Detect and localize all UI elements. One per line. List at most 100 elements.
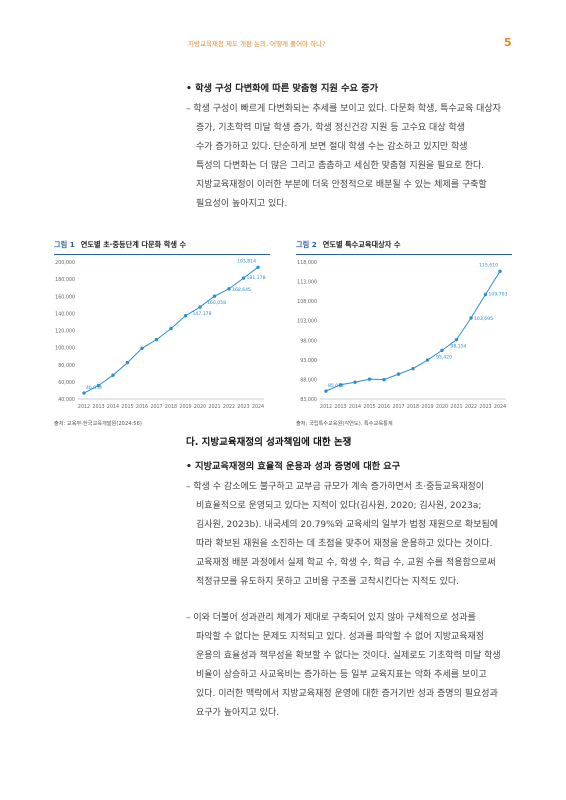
figure-1-title-text: 연도별 초·중등단계 다문화 학생 수: [80, 240, 187, 249]
text-line: 따라 확보된 재원을 소진하는 데 초점을 맞추어 재정을 운용하고 있다는 것…: [196, 539, 493, 549]
data-point: [353, 380, 357, 384]
x-tick-label: 2014: [107, 404, 119, 410]
section2-paragraph-1: – 학생 수 감소에도 불구하고 교부금 규모가 계속 증가하면서 초·중등교육…: [186, 478, 508, 592]
data-point: [154, 337, 159, 342]
x-tick-label: 2022: [223, 404, 235, 410]
section1-bullet: • 학생 구성 다변화에 따른 맞춤형 지원 수요 증가: [186, 83, 379, 94]
figure-2-title: 그림 2 연도별 특수교육대상자 수: [296, 240, 512, 250]
x-tick-label: 2014: [349, 404, 361, 410]
data-point: [198, 305, 202, 309]
data-label: 160,058: [207, 300, 226, 306]
data-point: [498, 269, 502, 274]
y-tick-label: 200,000: [55, 260, 75, 266]
data-label: 98,154: [450, 344, 466, 350]
figure-1-rule: [54, 254, 270, 255]
x-tick-label: 2021: [450, 404, 462, 410]
y-tick-label: 160,000: [55, 294, 75, 300]
text-line: 특성의 다변화는 더 많은 그리고 촘촘하고 세심한 맞춤형 지원을 필요로 한…: [196, 161, 485, 171]
x-tick-label: 2017: [150, 404, 162, 410]
x-tick-label: 2015: [363, 404, 375, 410]
data-point: [367, 377, 372, 381]
data-point: [227, 287, 231, 291]
data-point: [338, 383, 343, 387]
data-label: 115,610: [479, 262, 498, 268]
x-tick-label: 2017: [392, 404, 404, 410]
data-point: [454, 337, 459, 342]
data-label: 95,420: [436, 354, 452, 360]
y-tick-label: 88,000: [300, 377, 317, 383]
data-point: [96, 383, 101, 388]
text-line: 수가 증가하고 있다. 단순하게 보면 절대 학생 수는 감소하고 있지만 학생: [196, 142, 468, 152]
x-tick-label: 2020: [194, 404, 206, 410]
figure-2-number: 그림 2: [296, 240, 317, 249]
data-point: [212, 294, 217, 298]
data-label: 46,954: [86, 385, 102, 391]
data-label: 109,703: [489, 291, 508, 297]
section2-paragraph-2: – 이와 더불어 성과관리 체계가 제대로 구축되어 있지 않아 구체적으로 성…: [186, 609, 508, 723]
y-tick-label: 120,000: [55, 329, 75, 335]
data-point: [125, 360, 130, 365]
data-label: 103,695: [474, 316, 493, 322]
section1-paragraph: – 학생 구성이 빠르게 다변화되는 추세를 보이고 있다. 다문화 학생, 특…: [186, 100, 508, 214]
x-tick-label: 2016: [378, 404, 390, 410]
text-line: 김사원, 2023b). 내국세의 20.79%와 교육세의 일부가 법정 재원…: [196, 520, 499, 530]
figure-1-title: 그림 1 연도별 초·중등단계 다문화 학생 수: [54, 240, 270, 250]
x-tick-label: 2024: [494, 404, 506, 410]
y-tick-label: 80,000: [58, 363, 75, 369]
data-label: 85,012: [328, 383, 344, 389]
data-label: 168,645: [232, 287, 251, 293]
figure-2-title-text: 연도별 특수교육대상자 수: [322, 240, 401, 249]
y-tick-label: 118,000: [297, 260, 317, 266]
data-label: 193,814: [237, 258, 256, 264]
y-tick-label: 83,000: [300, 397, 317, 403]
text-line: 비율이 상승하고 사교육비는 증가하는 등 일부 교육지표는 악화 추세를 보이…: [196, 670, 487, 680]
text-line: 지방교육재정이 이러한 부분에 더욱 안정적으로 배분될 수 있는 체제를 구축…: [196, 180, 487, 190]
data-point: [256, 265, 260, 269]
x-tick-label: 2012: [78, 404, 90, 410]
text-line: 요구가 높아지고 있다.: [196, 708, 280, 718]
page-number: 5: [504, 36, 512, 49]
text-line: 필요성이 높아지고 있다.: [196, 199, 288, 209]
text-line: 증가, 기초학력 미달 학생 증가, 학생 정신건강 지원 등 고수요 대상 학…: [196, 123, 466, 133]
data-point: [440, 348, 444, 353]
text-line: – 학생 구성이 빠르게 다변화되는 추세를 보이고 있다. 다문화 학생, 특…: [186, 104, 501, 114]
x-tick-label: 2018: [165, 404, 177, 410]
series-line: [325, 271, 501, 392]
figure-1: 그림 1 연도별 초·중등단계 다문화 학생 수: [54, 240, 270, 255]
data-point: [483, 292, 488, 297]
text-line: 비효율적으로 운영되고 있다는 지적이 있다(김사원, 2020; 김사원, 2…: [196, 501, 482, 511]
figure-2: 그림 2 연도별 특수교육대상자 수: [296, 240, 512, 255]
text-line: – 이와 더불어 성과관리 체계가 제대로 구축되어 있지 않아 구체적으로 성…: [186, 613, 476, 623]
x-tick-label: 2015: [121, 404, 133, 410]
y-tick-label: 103,000: [297, 319, 317, 325]
data-point: [411, 366, 415, 371]
y-tick-label: 100,000: [55, 346, 75, 352]
y-tick-label: 108,000: [297, 299, 317, 305]
text-line: 있다. 이러한 맥락에서 지방교육재정 운영에 대한 증거기반 성과 증명의 필…: [196, 689, 498, 699]
text-line: 운용의 효율성과 책무성을 확보할 수 없다는 것이다. 실제로도 기초학력 미…: [196, 651, 501, 661]
data-point: [82, 391, 86, 395]
x-tick-label: 2024: [252, 404, 264, 410]
data-point: [469, 316, 473, 320]
figure-2-rule: [296, 254, 512, 255]
data-point: [425, 358, 430, 362]
data-point: [169, 326, 173, 331]
y-tick-label: 140,000: [55, 311, 75, 317]
y-tick-label: 98,000: [300, 338, 317, 344]
x-tick-label: 2013: [334, 404, 346, 410]
text-line: 파악할 수 없다는 문제도 지적되고 있다. 성과를 파악할 수 없어 지방교육…: [196, 632, 485, 642]
x-tick-label: 2021: [208, 404, 220, 410]
x-tick-label: 2019: [179, 404, 191, 410]
x-tick-label: 2022: [465, 404, 477, 410]
chart-special-education-students: 83,000 88,000 93,000 98,000 103,000 108,000 11…: [297, 260, 508, 410]
data-label: 181,178: [247, 275, 266, 281]
y-tick-label: 60,000: [58, 380, 75, 386]
section2-heading: 다. 지방교육재정의 성과책임에 대한 논쟁: [186, 437, 352, 448]
text-line: – 학생 수 감소에도 불구하고 교부금 규모가 계속 증가하면서 초·중등교육…: [186, 482, 485, 492]
figure-1-source: 출처: 교육부·한국교육개발원(2024:56): [54, 421, 142, 427]
x-tick-label: 2012: [320, 404, 332, 410]
x-tick-label: 2018: [407, 404, 419, 410]
chart-multicultural-students: 40,000 60,000 80,000 100,000 120,000 140,000 1…: [55, 258, 266, 410]
x-tick-label: 2019: [421, 404, 433, 410]
running-header-title: 지방교육재정 제도 개편 논의, 어떻게 풀어야 하나?: [188, 40, 326, 48]
